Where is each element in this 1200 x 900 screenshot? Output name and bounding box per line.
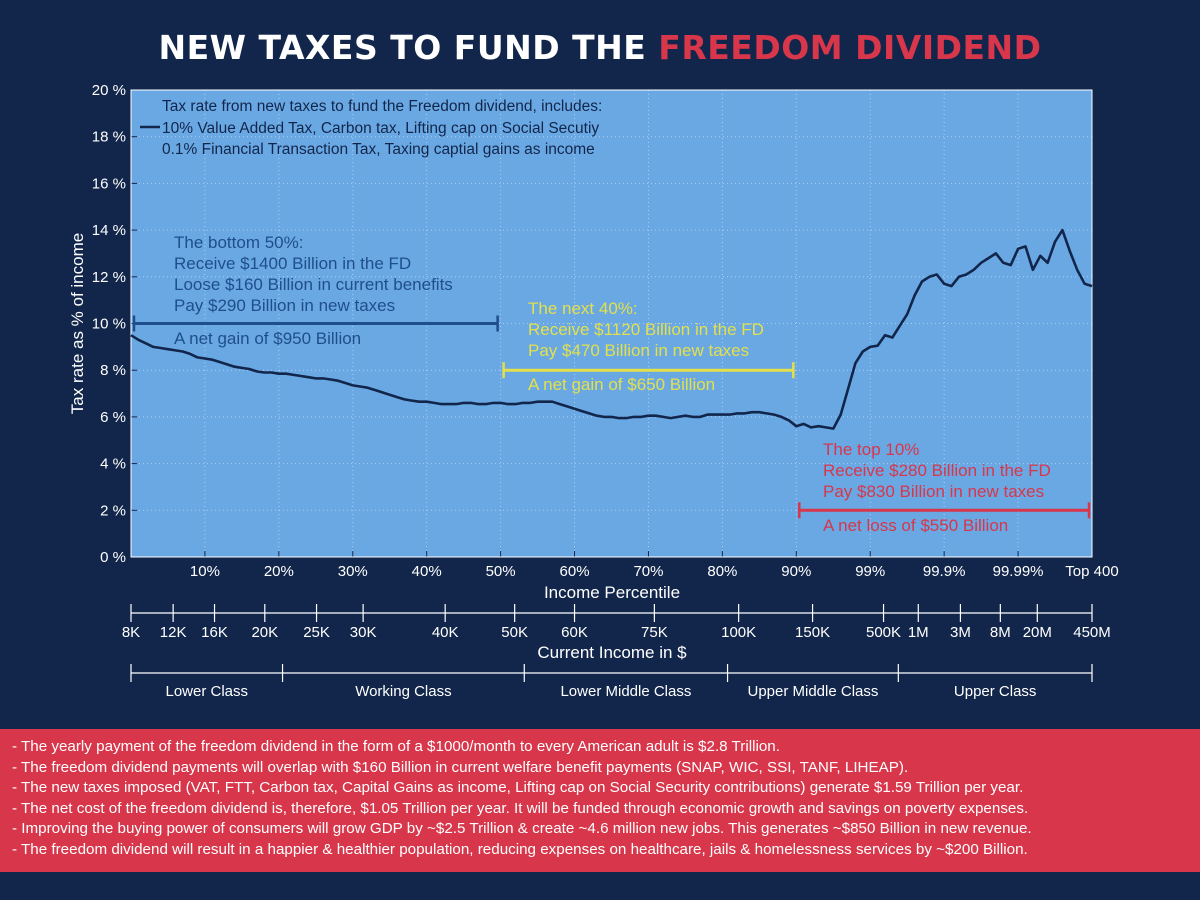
x-tick-label: 30% bbox=[338, 563, 368, 580]
note-line: - The net cost of the freedom dividend i… bbox=[12, 799, 1029, 817]
note-line: - The freedom dividend payments will ove… bbox=[12, 758, 909, 776]
class-label: Lower Class bbox=[166, 683, 249, 700]
y-tick-label: 8 % bbox=[100, 362, 126, 379]
x-tick-label: 10% bbox=[190, 563, 220, 580]
x-tick-label: Top 400 bbox=[1065, 563, 1118, 580]
income-tick-label: 8M bbox=[990, 624, 1011, 641]
series-layer bbox=[130, 228, 1093, 430]
note-line: - The yearly payment of the freedom divi… bbox=[12, 738, 780, 755]
income-tick-label: 75K bbox=[641, 624, 668, 641]
x-tick-label: 20% bbox=[264, 563, 294, 580]
annotation-text: The top 10% bbox=[823, 440, 919, 459]
annotation-bottom50: The bottom 50%: Receive $1400 Billion in … bbox=[132, 233, 499, 348]
annotation-text: Receive $280 Billion in the FD bbox=[823, 461, 1051, 480]
y-tick-label: 18 % bbox=[92, 129, 126, 146]
x-tick-label: 60% bbox=[560, 563, 590, 580]
class-label: Upper Middle Class bbox=[747, 683, 878, 700]
x-tick-label: 50% bbox=[486, 563, 516, 580]
legend-text: Tax rate from new taxes to fund the Free… bbox=[162, 98, 602, 115]
note-line: - Improving the buying power of consumer… bbox=[12, 820, 1032, 837]
y-tick-label: 14 % bbox=[92, 222, 126, 239]
plot-frame bbox=[130, 89, 1093, 558]
y-tick-label: 0 % bbox=[100, 549, 126, 566]
income-tick-label: 20M bbox=[1023, 624, 1052, 641]
income-tick-label: 1M bbox=[908, 624, 929, 641]
annotation-net: A net loss of $550 Billion bbox=[823, 516, 1008, 535]
income-tick-label: 3M bbox=[950, 624, 971, 641]
x-tick-label: 70% bbox=[633, 563, 663, 580]
class-label: Upper Class bbox=[954, 683, 1037, 700]
y-tick-label: 6 % bbox=[100, 409, 126, 426]
class-label: Working Class bbox=[355, 683, 451, 700]
income-tick-label: 8K bbox=[122, 624, 140, 641]
legend: Tax rate from new taxes to fund the Free… bbox=[140, 98, 602, 158]
annotation-net: A net gain of $950 Billion bbox=[174, 329, 361, 348]
income-tick-label: 150K bbox=[795, 624, 830, 641]
x-tick-label: 90% bbox=[781, 563, 811, 580]
income-tick-label: 16K bbox=[201, 624, 228, 641]
annotations: The bottom 50%: Receive $1400 Billion in … bbox=[132, 233, 1091, 535]
income-tick-label: 20K bbox=[251, 624, 278, 641]
note-line: - The new taxes imposed (VAT, FTT, Carbo… bbox=[12, 779, 1024, 796]
lower-axes: 8K 12K 16K 20K 25K 30K 40K 50K 60K 75K 100K 150K 500… bbox=[122, 604, 1111, 700]
y-tick-label: 10 % bbox=[92, 316, 126, 333]
x-axis-label: Income Percentile bbox=[544, 583, 680, 602]
income-tick-label: 25K bbox=[303, 624, 330, 641]
annotation-text: Pay $830 Billion in new taxes bbox=[823, 482, 1044, 501]
page-title: NEW TAXES TO FUND THE FREEDOM DIVIDEND bbox=[0, 28, 1200, 67]
income-tick-label: 30K bbox=[350, 624, 377, 641]
x-tick-label: 40% bbox=[412, 563, 442, 580]
y-tick-label: 16 % bbox=[92, 175, 126, 192]
chart: 0 % 2 % 4 % 6 % 8 % 10 % 12 % 14 % 16 % 18 % 20 % 1… bbox=[68, 82, 1119, 700]
income-tick-label: 500K bbox=[866, 624, 901, 641]
title-main: NEW TAXES TO FUND THE bbox=[158, 28, 659, 67]
axes bbox=[130, 89, 1093, 558]
annotation-text: Loose $160 Billion in current benefits bbox=[174, 275, 453, 294]
income-axis-label: Current Income in $ bbox=[537, 643, 687, 662]
x-tick-label: 99.99% bbox=[993, 563, 1044, 580]
legend-text: 10% Value Added Tax, Carbon tax, Lifting… bbox=[162, 120, 599, 137]
x-tick-label: 99% bbox=[855, 563, 885, 580]
note-line: - The freedom dividend will result in a … bbox=[12, 840, 1028, 858]
annotation-text: Pay $470 Billion in new taxes bbox=[528, 341, 749, 360]
income-tick-label: 50K bbox=[501, 624, 528, 641]
y-tick-label: 2 % bbox=[100, 502, 126, 519]
legend-text: 0.1% Financial Transaction Tax, Taxing c… bbox=[162, 141, 595, 158]
income-tick-label: 12K bbox=[160, 624, 187, 641]
annotation-top10: The top 10% Receive $280 Billion in the F… bbox=[798, 440, 1091, 535]
income-tick-label: 450M bbox=[1073, 624, 1111, 641]
income-tick-label: 60K bbox=[561, 624, 588, 641]
income-tick-label: 100K bbox=[721, 624, 756, 641]
annotation-text: Receive $1400 Billion in the FD bbox=[174, 254, 411, 273]
y-tick-label: 12 % bbox=[92, 269, 126, 286]
y-tick-label: 4 % bbox=[100, 456, 126, 473]
class-label: Lower Middle Class bbox=[560, 683, 691, 700]
x-tick-label: 80% bbox=[707, 563, 737, 580]
series-line-tax-rate bbox=[130, 228, 1093, 430]
annotation-net: A net gain of $650 Billion bbox=[528, 375, 715, 394]
annotation-text: The next 40%: bbox=[528, 299, 638, 318]
tick-labels: 0 % 2 % 4 % 6 % 8 % 10 % 12 % 14 % 16 % 18 % 20 % 1… bbox=[68, 82, 1119, 602]
annotation-next40: The next 40%: Receive $1120 Billion in th… bbox=[502, 299, 795, 394]
y-axis-label: Tax rate as % of income bbox=[68, 233, 87, 414]
income-tick-label: 40K bbox=[432, 624, 459, 641]
y-tick-label: 20 % bbox=[92, 82, 126, 99]
annotation-text: Pay $290 Billion in new taxes bbox=[174, 296, 395, 315]
notes-panel: - The yearly payment of the freedom divi… bbox=[0, 729, 1200, 872]
annotation-text: The bottom 50%: bbox=[174, 233, 303, 252]
annotation-text: Receive $1120 Billion in the FD bbox=[528, 320, 764, 339]
title-accent: FREEDOM DIVIDEND bbox=[658, 28, 1042, 67]
x-tick-label: 99.9% bbox=[923, 563, 966, 580]
